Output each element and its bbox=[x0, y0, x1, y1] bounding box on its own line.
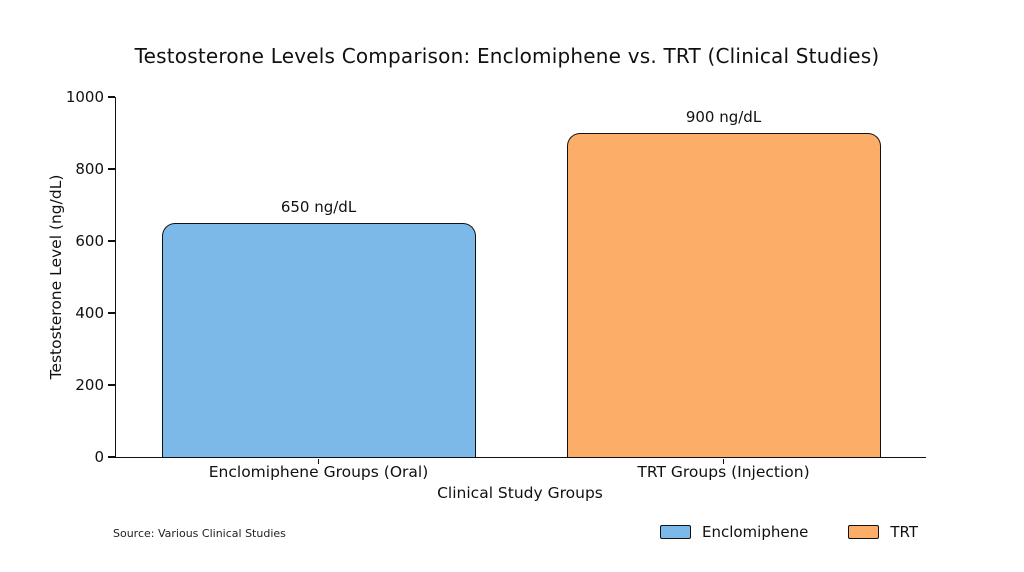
legend: Enclomiphene TRT bbox=[659, 523, 918, 541]
y-tick-label: 400 bbox=[75, 304, 104, 322]
chart-title: Testosterone Levels Comparison: Enclomip… bbox=[134, 44, 880, 68]
y-axis-tick bbox=[107, 168, 115, 170]
source-note: Source: Various Clinical Studies bbox=[113, 527, 286, 540]
y-axis-tick bbox=[107, 384, 115, 386]
plot-area: 0 200 400 600 800 1000 650 ng/dL Enclomiphene G… bbox=[66, 88, 926, 481]
y-axis-tick bbox=[107, 312, 115, 314]
y-axis-title: Testosterone Level (ng/dL) bbox=[47, 174, 65, 380]
x-axis-tick bbox=[722, 458, 725, 464]
bar-trt bbox=[566, 133, 881, 457]
legend-swatch-trt bbox=[848, 525, 880, 539]
y-axis-tick bbox=[107, 456, 115, 458]
bar-enclomiphene bbox=[161, 223, 476, 457]
legend-entry-enclomiphene: Enclomiphene bbox=[659, 523, 809, 541]
y-tick-label: 1000 bbox=[65, 88, 104, 106]
x-axis-tick bbox=[317, 458, 320, 464]
x-category-label: TRT Groups (Injection) bbox=[637, 463, 810, 481]
x-axis-title: Clinical Study Groups bbox=[437, 484, 603, 502]
legend-entry-trt: TRT bbox=[848, 523, 918, 541]
y-tick-label: 600 bbox=[75, 232, 104, 250]
y-axis-tick bbox=[107, 96, 115, 98]
legend-swatch-enclomiphene bbox=[659, 525, 691, 539]
y-tick-label: 800 bbox=[75, 160, 104, 178]
x-category-label: Enclomiphene Groups (Oral) bbox=[208, 463, 429, 481]
y-tick-label: 0 bbox=[94, 448, 104, 466]
y-axis-tick bbox=[107, 240, 115, 242]
legend-label-enclomiphene: Enclomiphene bbox=[701, 523, 809, 541]
legend-label-trt: TRT bbox=[890, 523, 918, 541]
y-tick-label: 200 bbox=[75, 376, 104, 394]
bar-value-label: 900 ng/dL bbox=[685, 108, 762, 126]
bar-value-label: 650 ng/dL bbox=[280, 198, 357, 216]
